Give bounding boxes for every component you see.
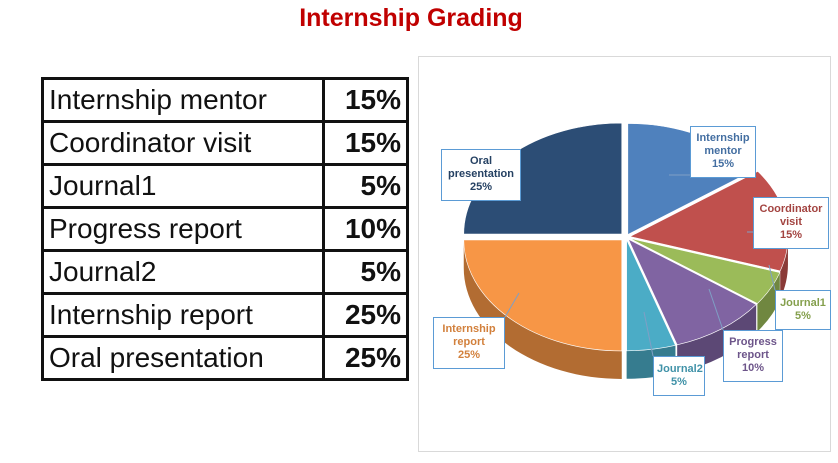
pie-side-1: [780, 236, 788, 299]
pie-side-3: [677, 304, 757, 373]
row-value: 15%: [322, 120, 409, 166]
data-label-name: Internship: [696, 132, 750, 144]
data-label-percent: 5%: [671, 376, 687, 388]
table-row: Internship report 25%: [41, 292, 409, 338]
pie-side-5: [463, 239, 622, 379]
data-label-name-line2: presentation: [447, 168, 514, 180]
callout-leader-line: [768, 264, 776, 291]
table-row: Progress report 10%: [41, 206, 409, 252]
data-label-percent: 15%: [711, 158, 735, 170]
pie-slice-progress-report: [627, 238, 757, 346]
data-label-percent: 25%: [469, 181, 493, 193]
pie-chart: [463, 122, 789, 379]
data-label-oral-presentation: Oral presentation 25%: [441, 149, 521, 201]
data-label-name-line2: report: [453, 336, 485, 348]
row-label: Coordinator visit: [41, 120, 325, 166]
row-label: Internship report: [41, 292, 325, 338]
page-title: Internship Grading: [299, 4, 523, 32]
grading-table: Internship mentor 15% Coordinator visit 15%…: [41, 77, 409, 381]
row-label: Oral presentation: [41, 335, 325, 381]
pie-slice-internship-report: [463, 239, 623, 352]
callout-leader-line: [643, 311, 654, 357]
data-label-name-line2: report: [737, 349, 769, 361]
data-label-name: Oral: [469, 155, 492, 167]
table-row: Internship mentor 15%: [41, 77, 409, 123]
table-row: Journal1 5%: [41, 163, 409, 209]
pie-chart-frame: Internship mentor 15% Coordinator visit 15% Jo…: [418, 56, 831, 452]
data-label-percent: 15%: [779, 229, 803, 241]
row-value: 25%: [322, 292, 409, 338]
callout-leaders: [504, 174, 776, 357]
row-value: 10%: [322, 206, 409, 252]
callout-leader-line: [708, 288, 724, 331]
table-row: Journal2 5%: [41, 249, 409, 295]
data-label-percent: 25%: [457, 349, 481, 361]
row-value: 25%: [322, 335, 409, 381]
row-label: Journal2: [41, 249, 325, 295]
data-label-internship-mentor: Internship mentor 15%: [690, 126, 756, 178]
data-label-name-line2: visit: [779, 216, 802, 228]
data-label-coordinator-visit: Coordinator visit 15%: [753, 197, 829, 249]
data-label-percent: 10%: [741, 362, 765, 374]
data-label-percent: 5%: [795, 310, 811, 322]
row-value: 15%: [322, 77, 409, 123]
data-label-internship-report: Internship report 25%: [433, 317, 505, 369]
row-value: 5%: [322, 163, 409, 209]
data-label-name: Journal1: [780, 297, 826, 309]
data-label-progress-report: Progress report 10%: [723, 330, 783, 382]
row-label: Progress report: [41, 206, 325, 252]
data-label-journal2: Journal2 5%: [653, 356, 705, 396]
pie-slice-journal1: [629, 237, 781, 304]
table-row: Oral presentation 25%: [41, 335, 409, 381]
data-label-name: Coordinator: [759, 203, 823, 215]
data-label-name: Journal2: [657, 363, 703, 375]
row-label: Journal1: [41, 163, 325, 209]
callout-leader-line: [504, 292, 520, 318]
data-label-journal1: Journal1 5%: [775, 290, 831, 330]
table-row: Coordinator visit 15%: [41, 120, 409, 166]
data-label-name-line2: mentor: [704, 145, 742, 157]
row-label: Internship mentor: [41, 77, 325, 123]
data-label-name: Internship: [442, 323, 496, 335]
data-label-name: Progress: [729, 336, 777, 348]
row-value: 5%: [322, 249, 409, 295]
